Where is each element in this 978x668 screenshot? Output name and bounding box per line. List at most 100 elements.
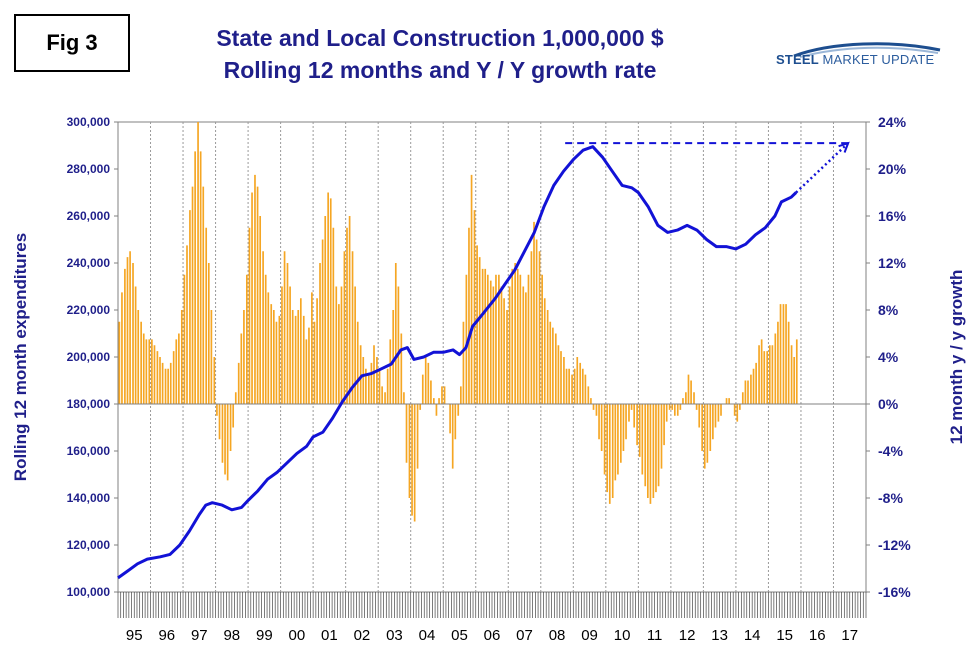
right-tick-label: -12% <box>878 537 911 553</box>
logo-swoosh-icon <box>793 42 941 58</box>
growth-bar <box>617 404 619 475</box>
x-tick-label: 96 <box>158 627 175 644</box>
growth-bar <box>793 357 796 404</box>
right-tick-label: -4% <box>878 443 903 459</box>
growth-bar <box>687 374 690 404</box>
growth-bar <box>356 321 359 404</box>
chart-title: State and Local Construction 1,000,000 $… <box>150 22 730 86</box>
growth-bar <box>348 216 351 404</box>
growth-bar <box>392 310 395 404</box>
growth-bar <box>766 351 769 404</box>
growth-bar <box>311 292 313 404</box>
growth-bar <box>750 374 752 404</box>
growth-bar <box>465 274 468 404</box>
growth-bar <box>346 227 348 404</box>
growth-bar <box>449 404 451 434</box>
growth-bar <box>527 274 530 404</box>
left-tick-label: 300,000 <box>67 115 111 129</box>
growth-bar <box>595 404 598 416</box>
growth-bar <box>690 380 692 404</box>
growth-bar <box>248 227 251 404</box>
x-tick-label: 16 <box>809 627 826 644</box>
growth-bar <box>124 268 126 404</box>
growth-bar <box>620 404 622 463</box>
growth-bar <box>779 304 782 404</box>
growth-bar <box>121 292 123 404</box>
projection-arrowhead-icon <box>838 141 850 153</box>
growth-bar <box>785 304 787 404</box>
growth-bar <box>359 345 362 404</box>
growth-bar <box>199 151 202 404</box>
growth-bar <box>736 404 739 422</box>
growth-bar <box>243 310 245 404</box>
growth-bar <box>451 404 454 469</box>
growth-bar <box>289 286 291 404</box>
left-tick-label: 120,000 <box>67 538 111 552</box>
growth-bar <box>384 392 386 404</box>
growth-bar <box>207 263 210 404</box>
growth-bar <box>476 245 478 404</box>
growth-bar <box>267 292 270 404</box>
growth-bar <box>660 404 663 469</box>
growth-bar <box>308 327 310 404</box>
growth-bar <box>554 333 557 404</box>
growth-bar <box>606 404 609 493</box>
growth-bar <box>495 274 497 404</box>
growth-bar <box>302 315 305 404</box>
growth-bar <box>340 286 343 404</box>
growth-bar <box>457 404 460 416</box>
growth-bar <box>565 368 568 404</box>
growth-bar <box>503 298 505 404</box>
x-tick-label: 02 <box>354 627 371 644</box>
growth-bar <box>183 274 186 404</box>
growth-bar <box>576 357 579 404</box>
logo-brand-bold: STEEL <box>776 52 819 67</box>
growth-bar <box>790 345 793 404</box>
growth-bar <box>378 368 381 404</box>
growth-bar <box>335 286 338 404</box>
growth-bar <box>264 274 267 404</box>
figure-label: Fig 3 <box>14 14 130 72</box>
growth-bar <box>673 404 676 416</box>
right-tick-label: 20% <box>878 161 907 177</box>
left-axis: 100,000 120,000 140,000 160,000 180,000 200,0… <box>67 115 118 599</box>
growth-bar <box>313 321 316 404</box>
growth-bar <box>763 351 766 404</box>
growth-bar <box>180 310 183 404</box>
growth-bar <box>421 374 424 404</box>
growth-bar <box>142 333 145 404</box>
growth-bar <box>641 404 644 475</box>
growth-bar <box>633 404 636 428</box>
growth-bar <box>459 386 462 404</box>
growth-bar <box>164 368 167 404</box>
right-axis: -16% -12% -8% -4% 0% 4% 8% 12% 16% 20% 24% <box>866 114 911 600</box>
right-axis-title: 12 month y / y growth <box>947 270 966 445</box>
x-tick-label: 95 <box>126 627 143 644</box>
growth-bar <box>573 368 576 404</box>
growth-bar <box>744 380 747 404</box>
growth-bar <box>712 404 714 440</box>
growth-bar <box>563 357 565 404</box>
growth-bar <box>413 404 416 522</box>
right-tick-label: 16% <box>878 208 907 224</box>
growth-bar <box>571 374 573 404</box>
growth-bar <box>630 404 633 410</box>
growth-bar <box>433 398 435 404</box>
growth-bar <box>590 398 592 404</box>
growth-bar <box>739 404 741 410</box>
growth-bar <box>256 186 259 404</box>
growth-bar <box>695 404 698 410</box>
growth-bar <box>286 263 289 404</box>
growth-bar <box>370 362 373 404</box>
growth-bar <box>132 263 134 404</box>
growth-bar <box>297 310 300 404</box>
x-tick-label: 12 <box>679 627 696 644</box>
growth-bar <box>291 310 294 404</box>
growth-bar <box>202 186 205 404</box>
growth-bar <box>381 386 383 404</box>
growth-bar <box>506 310 508 404</box>
x-tick-label: 07 <box>516 627 533 644</box>
growth-bar <box>771 345 774 404</box>
growth-bar <box>416 404 419 469</box>
growth-bar <box>365 368 367 404</box>
